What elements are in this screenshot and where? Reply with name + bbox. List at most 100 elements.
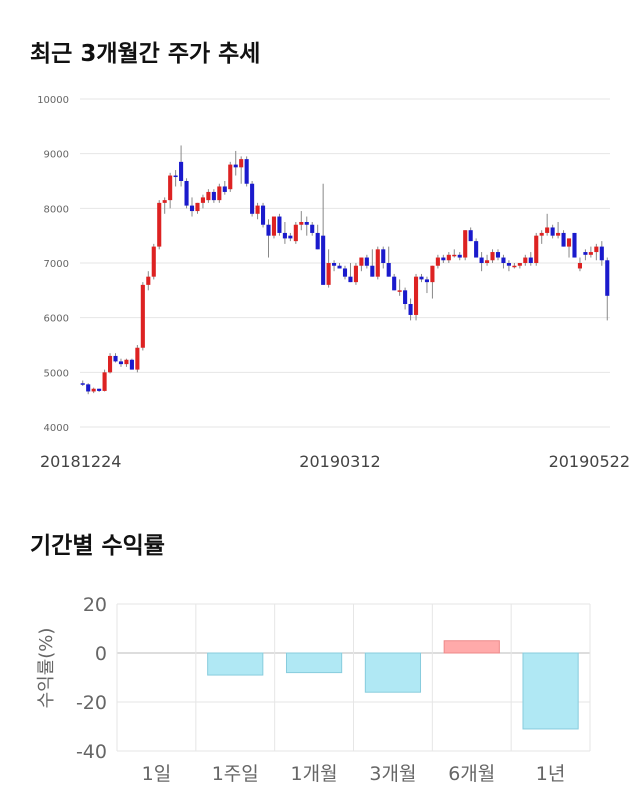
candle-body	[337, 265, 342, 269]
candle-body	[534, 235, 539, 263]
candle	[577, 257, 582, 272]
candle	[195, 202, 200, 214]
candle-body	[135, 347, 140, 370]
candle	[550, 224, 555, 239]
bar-y-tick: -40	[76, 741, 107, 763]
candle	[370, 249, 375, 277]
candle-body	[403, 290, 408, 304]
candle-body	[599, 246, 604, 261]
price-trend-title: 최근 3개월간 주가 추세	[30, 41, 261, 67]
candle-body	[342, 268, 348, 277]
candle-body	[386, 263, 391, 277]
candle-body	[277, 216, 282, 233]
candle	[321, 183, 326, 285]
candle-body	[517, 263, 522, 266]
candle	[211, 189, 216, 203]
candle	[304, 216, 309, 236]
candle-x-label: 20190522	[549, 452, 630, 471]
candle	[572, 232, 577, 258]
candle	[441, 254, 446, 263]
candle	[506, 260, 511, 272]
candle-body	[528, 257, 533, 263]
candle	[80, 380, 85, 386]
candle	[342, 265, 348, 280]
candle	[381, 246, 386, 269]
candle	[413, 273, 419, 321]
candle	[479, 252, 484, 272]
candle-body	[408, 304, 413, 315]
candle-body	[441, 257, 446, 261]
candle-y-axis: 4000 5000 6000 7000 8000 9000 10000	[37, 95, 69, 434]
candle-body	[168, 175, 173, 201]
candle-body	[392, 276, 397, 291]
candle	[271, 216, 277, 239]
candle-body	[375, 249, 380, 277]
candle	[408, 298, 413, 321]
candle-body	[271, 216, 277, 236]
candle	[288, 232, 293, 242]
candle	[91, 387, 96, 394]
candle-body	[260, 205, 266, 225]
candle-body	[512, 265, 517, 268]
candle	[588, 246, 593, 258]
candle-body	[446, 254, 451, 261]
candle-body	[501, 257, 506, 263]
candle	[299, 211, 304, 231]
candle	[468, 227, 473, 242]
candle-body	[315, 232, 320, 250]
candle-body	[577, 263, 582, 269]
candle-y-tick: 7000	[44, 259, 69, 270]
candle-body	[550, 227, 555, 236]
candle-body	[430, 265, 435, 283]
return-bar	[443, 640, 500, 654]
candle-body	[594, 246, 599, 253]
candle	[485, 254, 490, 266]
candle	[452, 249, 457, 258]
candle-body	[370, 265, 375, 277]
candle	[217, 183, 222, 203]
bar-x-label: 6개월	[448, 763, 495, 785]
candle-body	[326, 263, 331, 285]
candle	[250, 181, 255, 217]
candle-body	[457, 254, 462, 258]
candle	[124, 358, 129, 367]
candle	[556, 222, 561, 239]
candle-body	[332, 263, 337, 266]
candle	[375, 246, 380, 280]
candle-body	[397, 290, 402, 292]
candle-body	[468, 230, 473, 242]
candle	[512, 263, 517, 269]
bar-x-label: 1일	[142, 763, 172, 785]
candle-body	[353, 265, 358, 283]
candle	[523, 254, 528, 266]
candle	[424, 276, 430, 294]
candle-body	[364, 257, 369, 266]
candle	[260, 202, 266, 228]
candle-body	[140, 284, 145, 348]
candle-body	[211, 191, 216, 201]
candle	[561, 230, 566, 247]
candle-body	[206, 191, 211, 201]
candle	[403, 287, 408, 310]
candle-body	[506, 263, 511, 266]
candle	[490, 249, 495, 263]
candle	[517, 263, 522, 269]
candle-body	[200, 197, 205, 203]
candle	[255, 202, 260, 220]
candle	[315, 224, 320, 250]
candle-body	[233, 164, 238, 168]
candle	[168, 172, 173, 209]
candle-grid	[80, 98, 610, 428]
return-bar	[285, 652, 343, 674]
candle-body	[157, 202, 162, 247]
candle-body	[485, 260, 490, 263]
candle-y-tick: 8000	[44, 204, 69, 215]
candle-body	[97, 388, 102, 391]
candle-body	[129, 359, 134, 370]
candle	[566, 238, 572, 258]
return-bar	[364, 652, 422, 693]
candle	[162, 197, 167, 214]
candle-body	[299, 222, 304, 225]
candle	[364, 254, 369, 269]
bar-x-axis: 1일 1주일 1개월 3개월 6개월 1년	[142, 763, 566, 785]
